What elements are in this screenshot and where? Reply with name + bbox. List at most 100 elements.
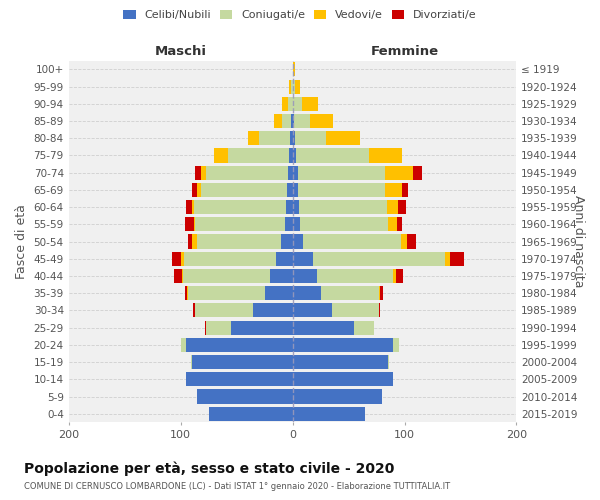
Bar — [379, 286, 380, 300]
Bar — [397, 218, 402, 232]
Bar — [283, 114, 292, 128]
Bar — [385, 166, 413, 179]
Bar — [287, 183, 293, 197]
Bar — [192, 200, 194, 214]
Bar — [227, 148, 289, 162]
Bar — [183, 269, 270, 283]
Bar — [172, 252, 181, 266]
Bar — [296, 148, 368, 162]
Bar — [186, 338, 293, 352]
Bar — [293, 80, 295, 94]
Y-axis label: Anni di nascita: Anni di nascita — [572, 196, 585, 288]
Bar — [276, 252, 293, 266]
Bar — [195, 218, 285, 232]
Bar — [193, 304, 195, 318]
Bar — [293, 218, 301, 232]
Bar — [293, 96, 302, 111]
Bar — [185, 218, 194, 232]
Bar — [186, 372, 293, 386]
Bar — [286, 200, 293, 214]
Text: Popolazione per età, sesso e stato civile - 2020: Popolazione per età, sesso e stato civil… — [24, 461, 394, 475]
Bar — [174, 269, 182, 283]
Bar — [401, 234, 407, 248]
Bar — [188, 286, 265, 300]
Bar — [293, 286, 320, 300]
Bar — [313, 252, 445, 266]
Bar — [209, 406, 293, 421]
Bar — [187, 286, 188, 300]
Bar — [368, 148, 402, 162]
Bar — [302, 234, 401, 248]
Bar — [326, 131, 360, 146]
Bar — [354, 320, 374, 334]
Bar — [293, 320, 354, 334]
Bar — [293, 269, 317, 283]
Bar — [293, 252, 313, 266]
Bar — [394, 269, 395, 283]
Bar — [259, 131, 290, 146]
Bar — [293, 62, 295, 76]
Bar — [231, 320, 293, 334]
Legend: Celibi/Nubili, Coniugati/e, Vedovi/e, Divorziati/e: Celibi/Nubili, Coniugati/e, Vedovi/e, Di… — [119, 6, 481, 25]
Bar — [293, 355, 388, 369]
Bar — [293, 114, 310, 128]
Bar — [182, 269, 183, 283]
Bar — [181, 252, 184, 266]
Bar — [192, 234, 197, 248]
Bar — [302, 96, 319, 111]
Bar — [201, 166, 206, 179]
Bar — [293, 390, 382, 404]
Bar — [395, 269, 403, 283]
Bar — [197, 183, 201, 197]
Bar — [295, 131, 326, 146]
Bar — [197, 234, 281, 248]
Bar — [299, 200, 386, 214]
Bar — [270, 269, 293, 283]
Bar — [197, 390, 293, 404]
Text: COMUNE DI CERNUSCO LOMBARDONE (LC) - Dati ISTAT 1° gennaio 2020 - Elaborazione T: COMUNE DI CERNUSCO LOMBARDONE (LC) - Dat… — [24, 482, 450, 491]
Bar — [293, 234, 302, 248]
Bar — [317, 269, 394, 283]
Bar — [293, 372, 394, 386]
Bar — [295, 80, 301, 94]
Bar — [385, 183, 402, 197]
Bar — [332, 304, 379, 318]
Bar — [388, 355, 389, 369]
Bar — [186, 200, 192, 214]
Bar — [380, 286, 383, 300]
Bar — [402, 183, 408, 197]
Bar — [205, 320, 206, 334]
Bar — [301, 218, 388, 232]
Bar — [388, 218, 397, 232]
Bar — [214, 148, 227, 162]
Bar — [283, 96, 288, 111]
Bar — [398, 200, 406, 214]
Bar — [293, 304, 332, 318]
Bar — [188, 234, 192, 248]
Bar — [192, 355, 293, 369]
Bar — [310, 114, 333, 128]
Bar — [379, 304, 380, 318]
Bar — [201, 183, 287, 197]
Bar — [281, 234, 293, 248]
Bar — [451, 252, 464, 266]
Bar — [289, 148, 293, 162]
Bar — [292, 114, 293, 128]
Bar — [206, 320, 231, 334]
Bar — [195, 304, 253, 318]
Y-axis label: Fasce di età: Fasce di età — [15, 204, 28, 279]
Bar — [386, 200, 398, 214]
Bar — [293, 148, 296, 162]
Bar — [253, 304, 293, 318]
Bar — [288, 96, 293, 111]
Bar — [274, 114, 283, 128]
Bar — [413, 166, 422, 179]
Bar — [407, 234, 416, 248]
Bar — [194, 200, 286, 214]
Bar — [181, 338, 186, 352]
Bar — [184, 252, 276, 266]
Bar — [248, 131, 259, 146]
Bar — [265, 286, 293, 300]
Bar — [290, 131, 293, 146]
Bar — [320, 286, 379, 300]
